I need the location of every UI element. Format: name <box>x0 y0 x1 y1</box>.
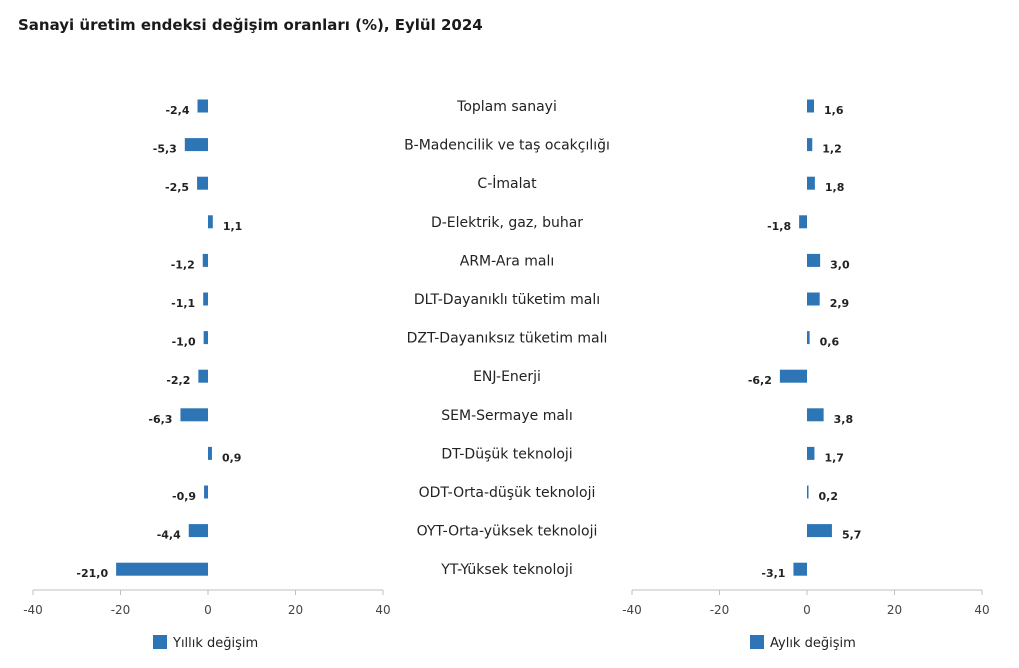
category-label: DLT-Dayanıklı tüketim malı <box>414 292 600 308</box>
bar <box>202 253 208 267</box>
x-tick-label: 20 <box>887 603 902 617</box>
data-label: -1,1 <box>171 297 195 310</box>
data-label: 3,8 <box>834 413 854 426</box>
category-label: D-Elektrik, gaz, buhar <box>431 215 583 231</box>
data-label: 0,2 <box>819 490 839 503</box>
bar <box>807 446 815 460</box>
bar <box>807 99 814 113</box>
x-tick-label: 40 <box>375 603 390 617</box>
category-label: DZT-Dayanıksız tüketim malı <box>407 331 608 347</box>
bar <box>203 331 208 345</box>
category-label: OYT-Orta-yüksek teknoloji <box>417 524 598 540</box>
category-label: B-Madencilik ve taş ocakçılığı <box>404 138 610 154</box>
bar <box>197 99 208 113</box>
x-tick-label: -40 <box>23 603 43 617</box>
data-label: 0,9 <box>222 451 242 464</box>
bar <box>807 408 824 422</box>
data-label: -6,2 <box>748 374 772 387</box>
data-label: -5,3 <box>153 143 177 156</box>
bar <box>799 215 807 229</box>
bar <box>116 562 208 576</box>
data-label: 1,6 <box>824 104 844 117</box>
category-label: ARM-Ara malı <box>460 253 555 269</box>
legend-swatch <box>153 635 167 649</box>
x-tick-label: 20 <box>288 603 303 617</box>
data-label: -2,4 <box>165 104 189 117</box>
data-label: -1,0 <box>172 336 196 349</box>
chart-title: Sanayi üretim endeksi değişim oranları (… <box>18 16 483 34</box>
bar <box>793 562 807 576</box>
data-label: -2,2 <box>166 374 190 387</box>
x-tick-label: -20 <box>111 603 131 617</box>
bar <box>208 446 212 460</box>
x-tick-label: 40 <box>974 603 989 617</box>
x-tick-label: 0 <box>204 603 212 617</box>
data-label: 1,2 <box>822 143 842 156</box>
data-label: 1,8 <box>825 181 845 194</box>
data-label: -2,5 <box>165 181 189 194</box>
x-tick-label: -40 <box>622 603 642 617</box>
data-label: -1,8 <box>767 220 791 233</box>
legend-swatch <box>750 635 764 649</box>
category-label: SEM-Sermaye malı <box>441 408 572 424</box>
legend-label: Yıllık değişim <box>172 636 258 651</box>
category-label: ODT-Orta-düşük teknoloji <box>419 485 596 501</box>
data-label: 2,9 <box>830 297 850 310</box>
category-label: C-İmalat <box>477 174 537 192</box>
bar <box>807 253 821 267</box>
bar <box>204 485 208 499</box>
data-label: -21,0 <box>76 567 108 580</box>
legend-label: Aylık değişim <box>770 636 856 651</box>
category-label: YT-Yüksek teknoloji <box>440 562 572 578</box>
data-label: -1,2 <box>171 258 195 271</box>
x-tick-label: -20 <box>710 603 730 617</box>
category-label: DT-Düşük teknoloji <box>441 446 572 462</box>
data-label: 3,0 <box>830 258 850 271</box>
bar <box>198 369 208 383</box>
bar <box>807 524 832 538</box>
data-label: -4,4 <box>157 529 181 542</box>
data-label: 0,6 <box>820 336 840 349</box>
bar <box>188 524 208 538</box>
data-label: 1,1 <box>223 220 243 233</box>
bar <box>184 138 208 152</box>
bar <box>807 331 810 345</box>
bar <box>807 176 815 190</box>
bar <box>203 292 208 306</box>
category-label: Toplam sanayi <box>456 99 557 115</box>
data-label: 5,7 <box>842 529 862 542</box>
data-label: -0,9 <box>172 490 196 503</box>
bar <box>180 408 208 422</box>
data-label: -3,1 <box>761 567 785 580</box>
bar <box>208 215 213 229</box>
data-label: 1,7 <box>824 451 844 464</box>
x-tick-label: 0 <box>803 603 811 617</box>
bar <box>807 138 813 152</box>
bar <box>807 485 809 499</box>
bar <box>197 176 208 190</box>
bar <box>807 292 820 306</box>
category-label: ENJ-Enerji <box>473 369 541 385</box>
bar <box>779 369 807 383</box>
data-label: -6,3 <box>148 413 172 426</box>
